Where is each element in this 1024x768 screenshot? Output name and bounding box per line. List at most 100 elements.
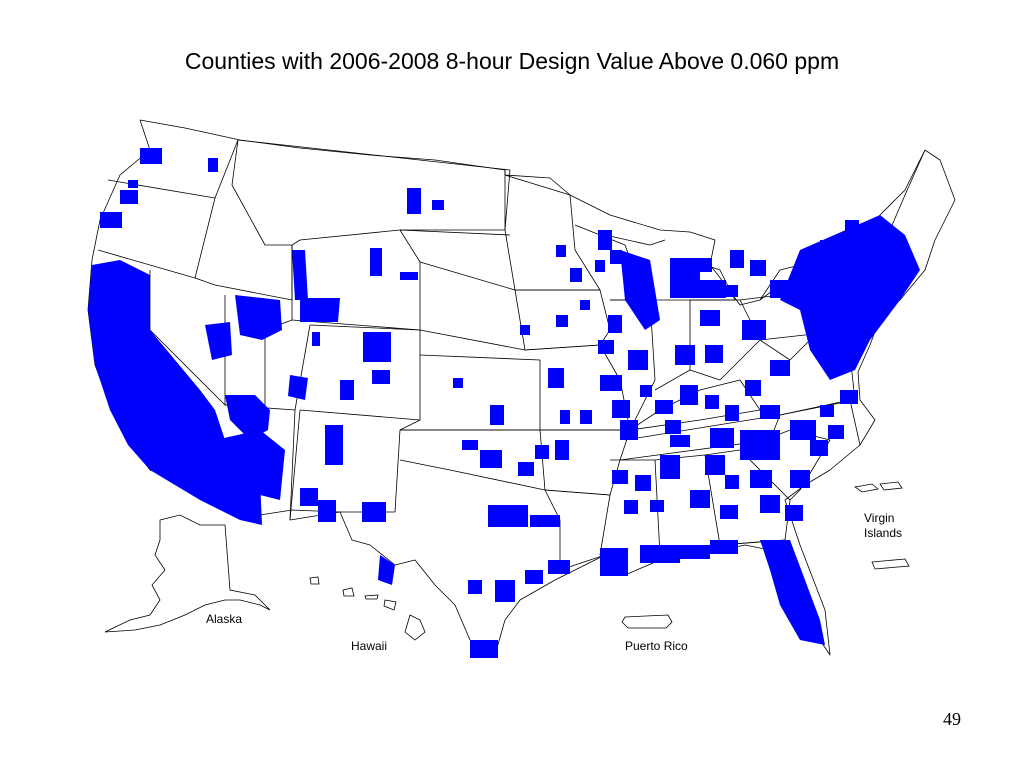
county-29 <box>548 560 570 574</box>
county-70 <box>810 440 828 456</box>
border-sd-ne <box>419 261 526 351</box>
county-region-6 <box>288 375 308 400</box>
county-78 <box>635 475 651 491</box>
county-41 <box>600 375 622 391</box>
label-alaska: Alaska <box>206 612 243 626</box>
county-7 <box>432 200 444 210</box>
hawaii-molokai <box>364 594 379 600</box>
county-region-2 <box>215 430 285 500</box>
county-1 <box>140 148 162 164</box>
vi-st-croix <box>871 558 910 570</box>
county-67 <box>705 455 725 475</box>
contiguous-us-outline <box>87 119 956 656</box>
county-56 <box>700 280 726 298</box>
county-22 <box>518 462 534 476</box>
county-54 <box>595 260 605 272</box>
border-ok <box>399 429 546 491</box>
county-11 <box>372 370 390 384</box>
border-or-ca <box>97 249 196 279</box>
county-10 <box>363 332 391 362</box>
county-51 <box>610 250 622 264</box>
county-38 <box>608 315 622 333</box>
county-59 <box>705 345 723 363</box>
county-64 <box>760 405 780 419</box>
county-27 <box>470 640 498 658</box>
county-93 <box>700 258 712 272</box>
county-4 <box>128 180 138 188</box>
county-21 <box>462 440 478 450</box>
county-region-1 <box>88 260 262 525</box>
label-virgin-islands-line2: Islands <box>864 526 903 540</box>
county-48 <box>680 545 710 559</box>
county-90 <box>730 250 744 268</box>
border-ne-ks <box>400 354 541 431</box>
hawaii-maui <box>383 599 397 611</box>
county-region-9 <box>620 250 660 330</box>
county-50 <box>598 230 612 250</box>
county-65 <box>725 405 739 421</box>
border-wa-or <box>107 179 216 199</box>
border-nd-sd <box>399 170 516 291</box>
county-34 <box>535 445 549 459</box>
county-region-4 <box>205 322 232 360</box>
label-hawaii: Hawaii <box>351 639 388 653</box>
county-88 <box>840 390 858 404</box>
county-83 <box>750 470 772 488</box>
county-26 <box>468 580 482 594</box>
county-24 <box>530 515 560 527</box>
county-76 <box>670 435 690 447</box>
border-tx-east <box>544 489 561 570</box>
county-region-10 <box>760 540 825 645</box>
county-53 <box>570 268 582 282</box>
county-89 <box>820 405 834 417</box>
county-35 <box>580 410 592 424</box>
county-9 <box>400 272 418 280</box>
county-63 <box>745 380 761 396</box>
county-15 <box>300 488 318 506</box>
county-74 <box>640 385 652 397</box>
highlighted-counties <box>88 148 920 658</box>
county-region-8 <box>780 215 920 380</box>
county-44 <box>612 470 628 484</box>
county-81 <box>725 475 739 489</box>
county-region-5 <box>235 295 282 340</box>
county-95 <box>820 240 838 258</box>
county-region-7 <box>378 555 395 585</box>
county-42 <box>612 400 630 418</box>
border-mt <box>237 139 511 246</box>
hawaii-kauai <box>309 576 320 585</box>
county-47 <box>640 545 680 563</box>
county-71 <box>680 385 698 405</box>
county-68 <box>740 430 780 460</box>
county-62 <box>770 360 790 376</box>
county-17 <box>362 502 386 522</box>
county-57 <box>720 285 738 297</box>
county-8 <box>370 248 382 276</box>
county-72 <box>705 395 719 409</box>
puerto-rico-outline <box>621 614 673 629</box>
county-52 <box>556 245 566 257</box>
page-number: 49 <box>943 709 961 729</box>
county-58 <box>675 345 695 365</box>
label-virgin-islands-line1: Virgin <box>864 511 895 525</box>
county-55 <box>670 258 700 298</box>
label-puerto-rico: Puerto Rico <box>625 639 688 653</box>
border-ar <box>540 429 631 496</box>
county-33 <box>555 440 569 460</box>
county-61 <box>742 320 766 340</box>
county-84 <box>760 495 780 513</box>
county-60 <box>700 310 720 326</box>
county-36 <box>556 315 568 327</box>
county-32 <box>560 410 570 424</box>
county-23 <box>488 505 528 527</box>
county-16 <box>318 500 336 522</box>
county-region-3 <box>225 395 270 440</box>
county-region-12 <box>300 298 340 322</box>
border-co <box>299 324 421 421</box>
territories <box>104 481 910 641</box>
county-66 <box>710 428 734 448</box>
county-94 <box>845 220 859 242</box>
county-39 <box>598 340 614 354</box>
slide-title: Counties with 2006-2008 8-hour Design Va… <box>184 48 840 74</box>
county-69 <box>790 420 816 440</box>
